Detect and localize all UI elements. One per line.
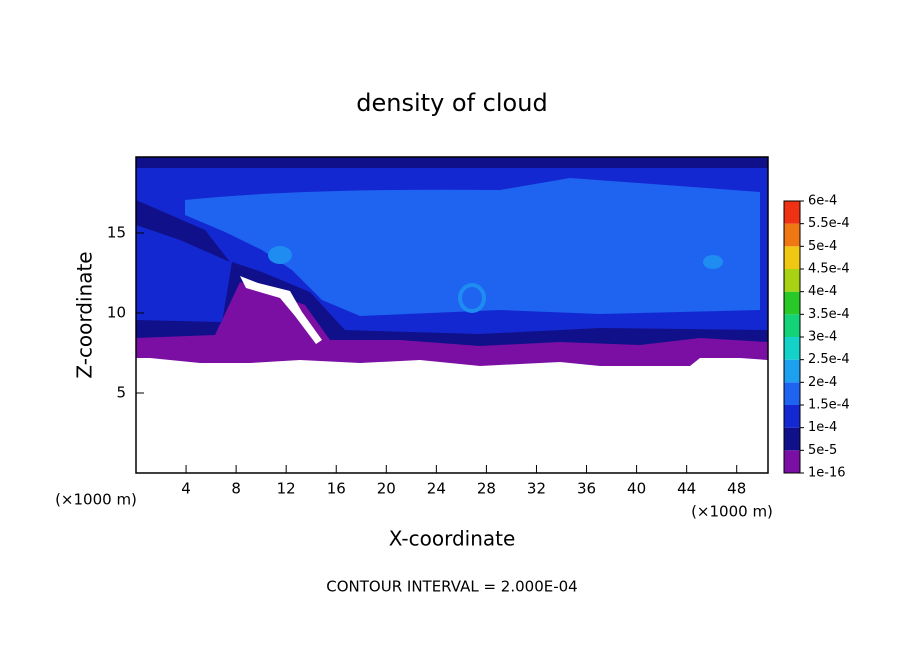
x-tick-label: 16 <box>327 480 346 498</box>
contour-gap <box>240 276 322 344</box>
x-tick-label: 48 <box>727 480 746 498</box>
colorbar-band <box>784 246 800 269</box>
colorbar-label: 2.5e-4 <box>808 352 850 367</box>
x-unit: (×1000 m) <box>691 503 773 521</box>
colorbar-label: 3e-4 <box>808 330 837 345</box>
x-tick-label: 40 <box>627 480 646 498</box>
y-unit: (×1000 m) <box>55 491 137 509</box>
contour-fill <box>458 283 486 313</box>
contour-fill <box>185 178 760 316</box>
y-axis-label: Z-coordinate <box>73 251 97 378</box>
colorbar-label: 3.5e-4 <box>808 307 850 322</box>
colorbar-label: 2e-4 <box>808 375 837 390</box>
colorbar-band <box>784 405 800 428</box>
colorbar-label: 5.5e-4 <box>808 216 850 231</box>
colorbar-band <box>784 223 800 247</box>
colorbar-label: 5e-4 <box>808 239 837 254</box>
chart-title: density of cloud <box>356 89 547 117</box>
colorbar-band <box>784 450 800 473</box>
x-tick-label: 24 <box>427 480 446 498</box>
x-tick-label: 8 <box>231 480 241 498</box>
colorbar-label: 4e-4 <box>808 284 837 299</box>
colorbar-band <box>784 427 800 451</box>
colorbar-band <box>784 359 800 383</box>
x-tick-label: 20 <box>377 480 396 498</box>
colorbar-band <box>784 201 800 224</box>
contour-field <box>136 157 768 366</box>
x-tick-label: 12 <box>277 480 296 498</box>
x-tick-label: 28 <box>477 480 496 498</box>
colorbar-label: 5e-5 <box>808 443 837 458</box>
contour-note: CONTOUR INTERVAL = 2.000E-04 <box>326 578 577 596</box>
x-tick-label: 36 <box>577 480 596 498</box>
colorbar-label: 6e-4 <box>808 194 837 209</box>
y-tick-label: 10 <box>107 304 126 322</box>
x-axis-label: X-coordinate <box>389 527 516 551</box>
colorbar-label: 1e-16 <box>808 466 846 481</box>
colorbar-band <box>784 337 800 360</box>
colorbar-band <box>784 269 800 292</box>
x-tick-label: 4 <box>181 480 191 498</box>
colorbar-label: 1.5e-4 <box>808 398 850 413</box>
y-tick-label: 5 <box>116 384 126 402</box>
colorbar-band <box>784 291 800 315</box>
contour-fill <box>268 246 292 264</box>
colorbar-band <box>784 314 800 337</box>
x-tick-label: 44 <box>677 480 696 498</box>
contour-fill <box>703 255 723 269</box>
plot-frame <box>135 156 769 474</box>
y-tick-label: 15 <box>107 224 126 242</box>
x-tick-label: 32 <box>527 480 546 498</box>
colorbar-label: 4.5e-4 <box>808 262 850 277</box>
colorbar-label: 1e-4 <box>808 420 837 435</box>
colorbar-band <box>784 382 800 405</box>
